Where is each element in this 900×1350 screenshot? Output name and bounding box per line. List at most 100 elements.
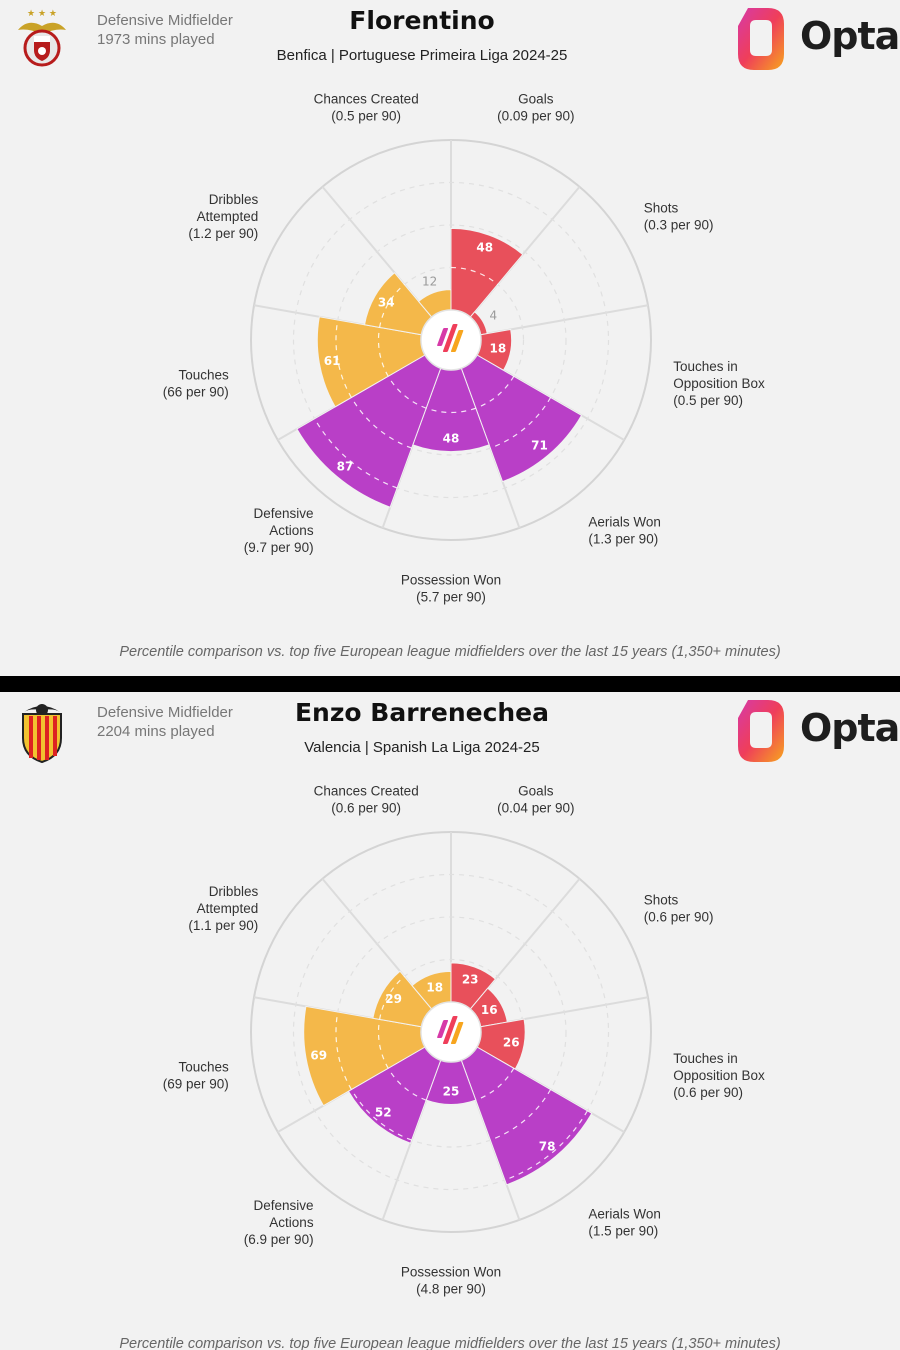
radar-category-label: Touches in Opposition Box (0.6 per 90)	[673, 1051, 765, 1100]
radar-value-label: 78	[539, 1140, 556, 1154]
category-name-text: Aerials Won	[588, 1206, 661, 1221]
radar-bar-grid-arc	[379, 284, 405, 328]
radar-value-label: 4	[489, 309, 497, 323]
radar-value-label: 87	[337, 459, 354, 473]
radar-value-label: 29	[385, 992, 402, 1006]
category-rate-text: (1.3 per 90)	[588, 531, 658, 546]
category-name-text: Actions	[269, 1215, 314, 1230]
opta-mark-icon	[738, 700, 784, 762]
category-name-text: Chances Created	[314, 91, 419, 106]
category-name-text: Goals	[518, 783, 554, 798]
opta-logo: Opta	[734, 6, 900, 72]
role-text: Defensive Midfielder	[97, 704, 233, 721]
category-rate-text: (0.6 per 90)	[644, 910, 714, 925]
radar-category-label: Chances Created (0.6 per 90)	[314, 783, 419, 815]
radar-value-label: 71	[531, 438, 548, 452]
category-rate-text: (6.9 per 90)	[244, 1232, 314, 1247]
category-name-text: Attempted	[197, 901, 259, 916]
radar-bar-grid-arc	[377, 1019, 389, 1069]
category-rate-text: (0.09 per 90)	[497, 108, 574, 123]
radar-bar-grid-arc	[475, 1067, 515, 1101]
radar-category-label: Dribbles Attempted (1.1 per 90)	[188, 884, 258, 933]
category-name-text: Touches in	[673, 359, 738, 374]
radar-value-label: 52	[375, 1106, 392, 1120]
radar-category-label: Defensive Actions (9.7 per 90)	[244, 506, 314, 555]
category-rate-text: (4.8 per 90)	[416, 1282, 486, 1297]
radar-category-label: Dribbles Attempted (1.2 per 90)	[188, 192, 258, 241]
category-rate-text: (1.2 per 90)	[188, 226, 258, 241]
radar-value-label: 16	[481, 1003, 498, 1017]
panel-separator	[0, 676, 900, 692]
radar-value-label: 48	[443, 432, 460, 446]
category-name-text: Possession Won	[401, 573, 501, 588]
radar-bar-grid-arc	[450, 266, 498, 285]
radar-chart: 48 Goals (0.09 per 90) 4 Shots (0.3 per 90) 18…	[163, 91, 765, 604]
radar-bar-grid-arc	[425, 407, 477, 414]
category-rate-text: (0.5 per 90)	[331, 108, 401, 123]
radar-category-label: Possession Won (4.8 per 90)	[401, 1265, 501, 1297]
radar-category-label: Aerials Won (1.5 per 90)	[588, 1206, 661, 1238]
radar-bar-grid-arc	[379, 976, 405, 1020]
radar-bar-grid-arc	[335, 319, 352, 398]
valencia-crest-icon	[22, 704, 62, 764]
radar-grid-ring	[292, 181, 610, 499]
category-rate-text: (0.04 per 90)	[497, 800, 574, 815]
opta-logo: Opta	[734, 698, 900, 764]
category-name-text: Goals	[518, 91, 554, 106]
radar-bar-grid-arc	[387, 1067, 427, 1101]
radar-category-label: Goals (0.04 per 90)	[497, 783, 574, 815]
opta-logo-text: Opta	[800, 14, 900, 58]
category-rate-text: (0.5 per 90)	[673, 393, 743, 408]
category-name-text: Touches	[178, 368, 229, 383]
radar-value-label: 48	[476, 240, 493, 254]
footnote: Percentile comparison vs. top five Europ…	[119, 644, 781, 660]
category-rate-text: (0.3 per 90)	[644, 218, 714, 233]
radar-bar-grid-arc	[314, 418, 398, 489]
radar-value-label: 34	[378, 296, 395, 310]
benfica-crest-icon: ★ ★ ★	[18, 9, 66, 67]
radar-category-label: Aerials Won (1.3 per 90)	[588, 514, 661, 546]
category-name-text: Dribbles	[209, 884, 259, 899]
radar-category-label: Goals (0.09 per 90)	[497, 91, 574, 123]
minutes-played: 2204 mins played	[97, 723, 215, 740]
radar-bar-grid-arc	[504, 1110, 588, 1181]
opta-center-icon	[437, 1016, 464, 1044]
radar-bar-grid-arc	[350, 397, 412, 449]
radar-category-label: Touches in Opposition Box (0.5 per 90)	[673, 359, 765, 408]
radar-bar-grid-arc	[350, 1089, 412, 1141]
radar-value-label: 12	[422, 274, 437, 288]
radar-category-label: Shots (0.6 per 90)	[644, 893, 714, 925]
category-name-text: Dribbles	[209, 192, 259, 207]
opta-logo-text: Opta	[800, 706, 900, 750]
radar-bar-grid-arc	[490, 1089, 552, 1141]
category-name-text: Touches	[178, 1060, 229, 1075]
opta-mark-icon	[738, 8, 784, 70]
category-name-text: Shots	[644, 201, 679, 216]
opta-center-icon	[437, 324, 464, 352]
radar-category-label: Chances Created (0.5 per 90)	[314, 91, 419, 123]
radar-chart: 23 Goals (0.04 per 90) 16 Shots (0.6 per 90) 2…	[163, 783, 765, 1297]
radar-value-label: 25	[443, 1085, 460, 1099]
radar-value-label: 69	[310, 1048, 327, 1062]
category-name-text: Aerials Won	[588, 514, 661, 529]
category-name-text: Touches in	[673, 1051, 738, 1066]
team-league-subtitle: Benfica | Portuguese Primeira Liga 2024-…	[276, 47, 568, 64]
category-name-text: Actions	[269, 523, 314, 538]
team-league-subtitle: Valencia | Spanish La Liga 2024-25	[304, 739, 540, 756]
radar-bar-grid-arc	[377, 327, 389, 377]
radar-value-label: 23	[462, 972, 479, 986]
category-rate-text: (0.6 per 90)	[331, 800, 401, 815]
radar-category-label: Shots (0.3 per 90)	[644, 201, 714, 233]
category-rate-text: (0.6 per 90)	[673, 1085, 743, 1100]
category-rate-text: (66 per 90)	[163, 385, 229, 400]
radar-category-label: Defensive Actions (6.9 per 90)	[244, 1198, 314, 1247]
category-name-text: Attempted	[197, 209, 259, 224]
player-role: Defensive Midfielder 1973 mins played	[97, 11, 233, 49]
radar-panel-barrenechea: Defensive Midfielder 2204 mins played En…	[0, 692, 900, 1350]
footnote: Percentile comparison vs. top five Europ…	[119, 1336, 781, 1350]
role-text: Defensive Midfielder	[97, 12, 233, 29]
category-name-text: Defensive	[254, 1198, 314, 1213]
player-name: Enzo Barrenechea	[294, 698, 550, 727]
radar-value-label: 61	[324, 354, 341, 368]
category-name-text: Chances Created	[314, 783, 419, 798]
